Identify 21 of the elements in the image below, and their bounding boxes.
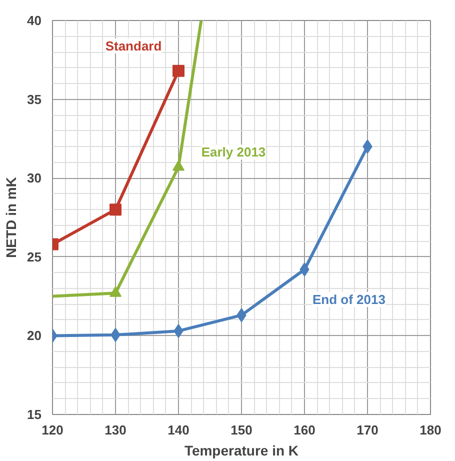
- series-label: End of 2013: [312, 292, 386, 308]
- x-tick-label: 150: [230, 422, 252, 438]
- x-tick-label: 180: [420, 422, 442, 438]
- x-tick-label: 130: [104, 422, 126, 438]
- series-label: Early 2013: [201, 144, 266, 160]
- y-tick-label: 20: [27, 328, 42, 344]
- y-tick-label: 15: [27, 407, 42, 422]
- x-tick-label: 140: [168, 422, 190, 438]
- point: [110, 204, 122, 216]
- y-tick-label: 35: [27, 92, 42, 107]
- y-tick-label: 25: [27, 249, 42, 264]
- point: [172, 64, 184, 77]
- line-series: [52, 20, 203, 298]
- series-label: Standard: [105, 38, 162, 54]
- x-tick-label: 170: [356, 422, 378, 438]
- y-tick-label: 40: [27, 13, 42, 28]
- x-tick-label: 120: [42, 422, 64, 438]
- x-axis-title: Temperature in K: [184, 442, 299, 458]
- x-tick-label: 160: [294, 422, 316, 438]
- y-axis-title: NETD in mK: [3, 177, 20, 258]
- y-tick-label: 30: [27, 170, 42, 186]
